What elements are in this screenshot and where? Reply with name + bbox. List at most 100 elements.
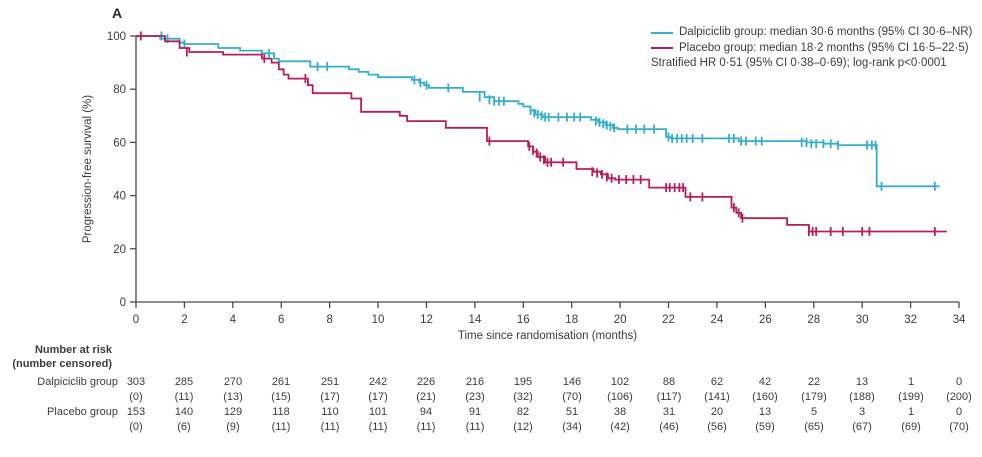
at-risk-cell: 51	[565, 406, 579, 418]
censor-marks-dalpiciclib	[160, 31, 936, 191]
censored-cell: (0)	[129, 421, 143, 433]
censored-cell: (9)	[226, 421, 240, 433]
y-tick-label: 100	[107, 31, 126, 43]
at-risk-cell: 22	[807, 376, 821, 388]
censored-cell: (15)	[271, 391, 291, 403]
x-tick-label: 2	[181, 314, 187, 326]
censored-cell: (23)	[465, 391, 485, 403]
censored-cell: (65)	[804, 421, 824, 433]
censored-cell: (0)	[129, 391, 143, 403]
censored-cell: (21)	[416, 391, 436, 403]
at-risk-cell: 13	[855, 376, 869, 388]
at-risk-cell: 94	[419, 406, 433, 418]
y-tick-label: 20	[113, 244, 126, 256]
censored-cell: (59)	[755, 421, 775, 433]
survival-curve-placebo	[136, 35, 947, 233]
x-tick-label: 30	[856, 314, 869, 326]
y-tick-label: 80	[113, 84, 126, 96]
x-tick-label: 26	[759, 314, 772, 326]
x-axis-title: Time since randomisation (months)	[457, 330, 638, 342]
censored-cell: (11)	[465, 421, 485, 433]
at-risk-cell: 303	[126, 376, 146, 388]
at-risk-cell: 20	[710, 406, 724, 418]
censored-cell: (56)	[707, 421, 727, 433]
axes	[135, 36, 959, 303]
at-risk-cell: 146	[562, 376, 582, 388]
censored-cell: (70)	[562, 391, 582, 403]
at-risk-cell: 101	[368, 406, 388, 418]
risk-row-label-dalpiciclib: Dalpiciclib group	[37, 376, 118, 388]
at-risk-cell: 118	[272, 406, 290, 418]
censored-cell: (188)	[849, 391, 875, 403]
y-tick-label: 40	[113, 191, 126, 203]
at-risk-cell: 285	[174, 376, 194, 388]
panel-label: A	[112, 5, 123, 21]
legend-entries: Dalpiciclib group: median 30·6 months (9…	[651, 25, 972, 56]
x-tick-label: 22	[662, 314, 675, 326]
at-risk-cell: 129	[223, 406, 243, 418]
at-risk-cell: 226	[416, 376, 436, 388]
x-tick-label: 12	[420, 314, 433, 326]
risk-row-label-placebo: Placebo group	[47, 406, 118, 418]
x-tick-label: 0	[133, 314, 139, 326]
at-risk-cell: 270	[223, 376, 243, 388]
censored-cell: (17)	[368, 391, 388, 403]
censored-cell: (11)	[271, 421, 291, 433]
censored-cell: (11)	[320, 421, 340, 433]
y-tick-label: 0	[120, 297, 126, 309]
at-risk-cell: 0	[955, 376, 963, 388]
x-tick-label: 18	[565, 314, 578, 326]
legend-label-dalpiciclib: Dalpiciclib group: median 30·6 months (9…	[679, 26, 973, 38]
risk-table-title: Number at risk	[34, 344, 112, 356]
at-risk-cell: 251	[320, 376, 340, 388]
legend-entry-placebo: Placebo group: median 18·2 months (95% C…	[651, 41, 972, 57]
at-risk-cell: 261	[271, 376, 291, 388]
x-tick-label: 6	[278, 314, 284, 326]
censored-cell: (141)	[704, 391, 730, 403]
at-risk-cell: 102	[610, 376, 630, 388]
censored-cell: (11)	[416, 421, 436, 433]
y-axis-title: Progression-free survival (%)	[82, 94, 94, 244]
y-tick-label: 60	[113, 137, 126, 149]
risk-table-subtitle: (number censored)	[12, 358, 112, 370]
at-risk-cell: 110	[321, 406, 339, 418]
at-risk-cell: 91	[468, 406, 482, 418]
at-risk-cell: 216	[465, 376, 485, 388]
x-tick-label: 4	[230, 314, 237, 326]
x-axis-ticks: 0 2 4 6 8 10 12 14 16 18 20 22 24 26 28 30 32 34	[133, 302, 966, 326]
at-risk-cell: 82	[516, 406, 530, 418]
censored-cell: (42)	[610, 421, 630, 433]
at-risk-cell: 5	[810, 406, 818, 418]
censored-cell: (199)	[898, 391, 924, 403]
censored-cell: (32)	[513, 391, 533, 403]
x-tick-label: 34	[953, 314, 966, 326]
at-risk-cell: 1	[907, 406, 915, 418]
at-risk-cell: 3	[858, 406, 866, 418]
censored-cell: (179)	[801, 391, 827, 403]
at-risk-cell: 1	[907, 376, 915, 388]
censored-cell: (34)	[562, 421, 582, 433]
legend-entry-dalpiciclib: Dalpiciclib group: median 30·6 months (9…	[651, 25, 972, 41]
censored-cell: (12)	[513, 421, 533, 433]
censored-cell: (67)	[852, 421, 872, 433]
x-tick-label: 8	[326, 314, 332, 326]
x-tick-label: 28	[807, 314, 820, 326]
censored-cell: (6)	[177, 421, 191, 433]
x-tick-label: 10	[372, 314, 385, 326]
censored-cell: (46)	[659, 421, 679, 433]
censored-cell: (11)	[174, 391, 194, 403]
x-tick-label: 14	[468, 314, 481, 326]
at-risk-cell: 153	[126, 406, 146, 418]
censor-marks-placebo	[139, 31, 936, 236]
at-risk-cell: 140	[174, 406, 194, 418]
censored-cell: (11)	[368, 421, 388, 433]
censored-cell: (69)	[901, 421, 921, 433]
at-risk-cell: 42	[758, 376, 772, 388]
legend-note-stratified-hr: Stratified HR 0·51 (95% CI 0·38–0·69); l…	[651, 57, 947, 69]
at-risk-cell: 13	[758, 406, 772, 418]
legend: Dalpiciclib group: median 30·6 months (9…	[651, 25, 972, 72]
legend-label-placebo: Placebo group: median 18·2 months (95% C…	[679, 41, 969, 54]
at-risk-cell: 62	[710, 376, 724, 388]
